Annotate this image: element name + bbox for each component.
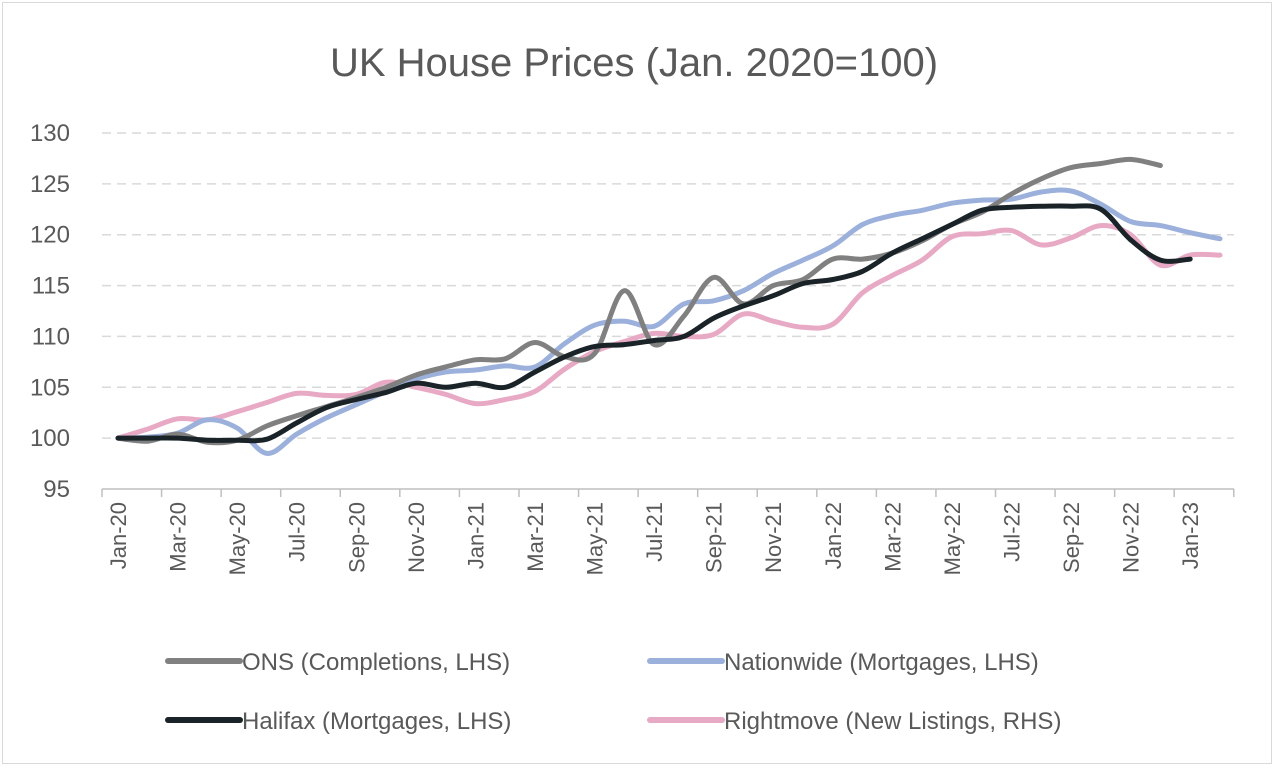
x-tick-label: Jan-20 [106, 502, 131, 569]
x-tick-label: May-21 [583, 502, 608, 575]
x-tick-label: May-22 [940, 502, 965, 575]
x-axis [101, 488, 1235, 497]
legend: ONS (Completions, LHS) Nationwide (Mortga… [165, 649, 1061, 735]
chart-title: UK House Prices (Jan. 2020=100) [330, 41, 938, 85]
y-tick-label: 100 [30, 425, 70, 452]
series-lines [115, 156, 1223, 456]
series-line-nationwide [115, 187, 1223, 456]
x-tick-label: Mar-20 [166, 502, 191, 572]
legend-item: ONS (Completions, LHS) [165, 649, 510, 676]
x-tick-label: Jan-21 [463, 502, 488, 569]
x-tick-label: Mar-21 [523, 502, 548, 572]
y-tick-label: 115 [32, 273, 70, 300]
gridlines [102, 132, 1234, 439]
x-tick-label: Jul-20 [285, 502, 310, 562]
series-line-rightmove [115, 223, 1223, 441]
x-tick-labels: Jan-20 Mar-20 May-20 Jul-20 Sep-20 Nov-20 Jan-… [106, 502, 1203, 575]
x-tick-label: Jul-22 [1000, 502, 1025, 562]
x-tick-label: Jan-23 [1178, 502, 1203, 569]
x-tick-label: Mar-22 [880, 502, 905, 572]
x-tick-label: Nov-21 [761, 502, 786, 573]
legend-item: Nationwide (Mortgages, LHS) [647, 649, 1039, 676]
y-tick-label: 125 [30, 171, 70, 198]
series-line-halifax [115, 203, 1193, 444]
legend-label: Halifax (Mortgages, LHS) [242, 708, 511, 735]
y-tick-label: 110 [32, 323, 70, 350]
x-tick-label: Nov-22 [1119, 502, 1144, 573]
x-tick-label: Sep-21 [702, 502, 727, 573]
x-tick-label: Jul-21 [642, 502, 667, 562]
legend-label: Rightmove (New Listings, RHS) [724, 708, 1061, 735]
y-tick-label: 120 [30, 222, 70, 249]
legend-item: Halifax (Mortgages, LHS) [165, 708, 511, 735]
x-tick-label: Sep-20 [344, 502, 369, 573]
x-tick-label: Sep-22 [1059, 502, 1084, 573]
y-tick-label: 130 [30, 120, 70, 147]
y-axis: 95 100 105 110 115 120 125 130 [30, 120, 70, 503]
x-tick-label: May-20 [225, 502, 250, 575]
y-tick-label: 105 [30, 374, 70, 401]
legend-item: Rightmove (New Listings, RHS) [647, 708, 1061, 735]
y-tick-label: 95 [43, 476, 70, 503]
x-tick-label: Nov-20 [404, 502, 429, 573]
x-tick-label: Jan-22 [821, 502, 846, 569]
legend-label: ONS (Completions, LHS) [242, 649, 510, 676]
legend-label: Nationwide (Mortgages, LHS) [724, 649, 1039, 676]
